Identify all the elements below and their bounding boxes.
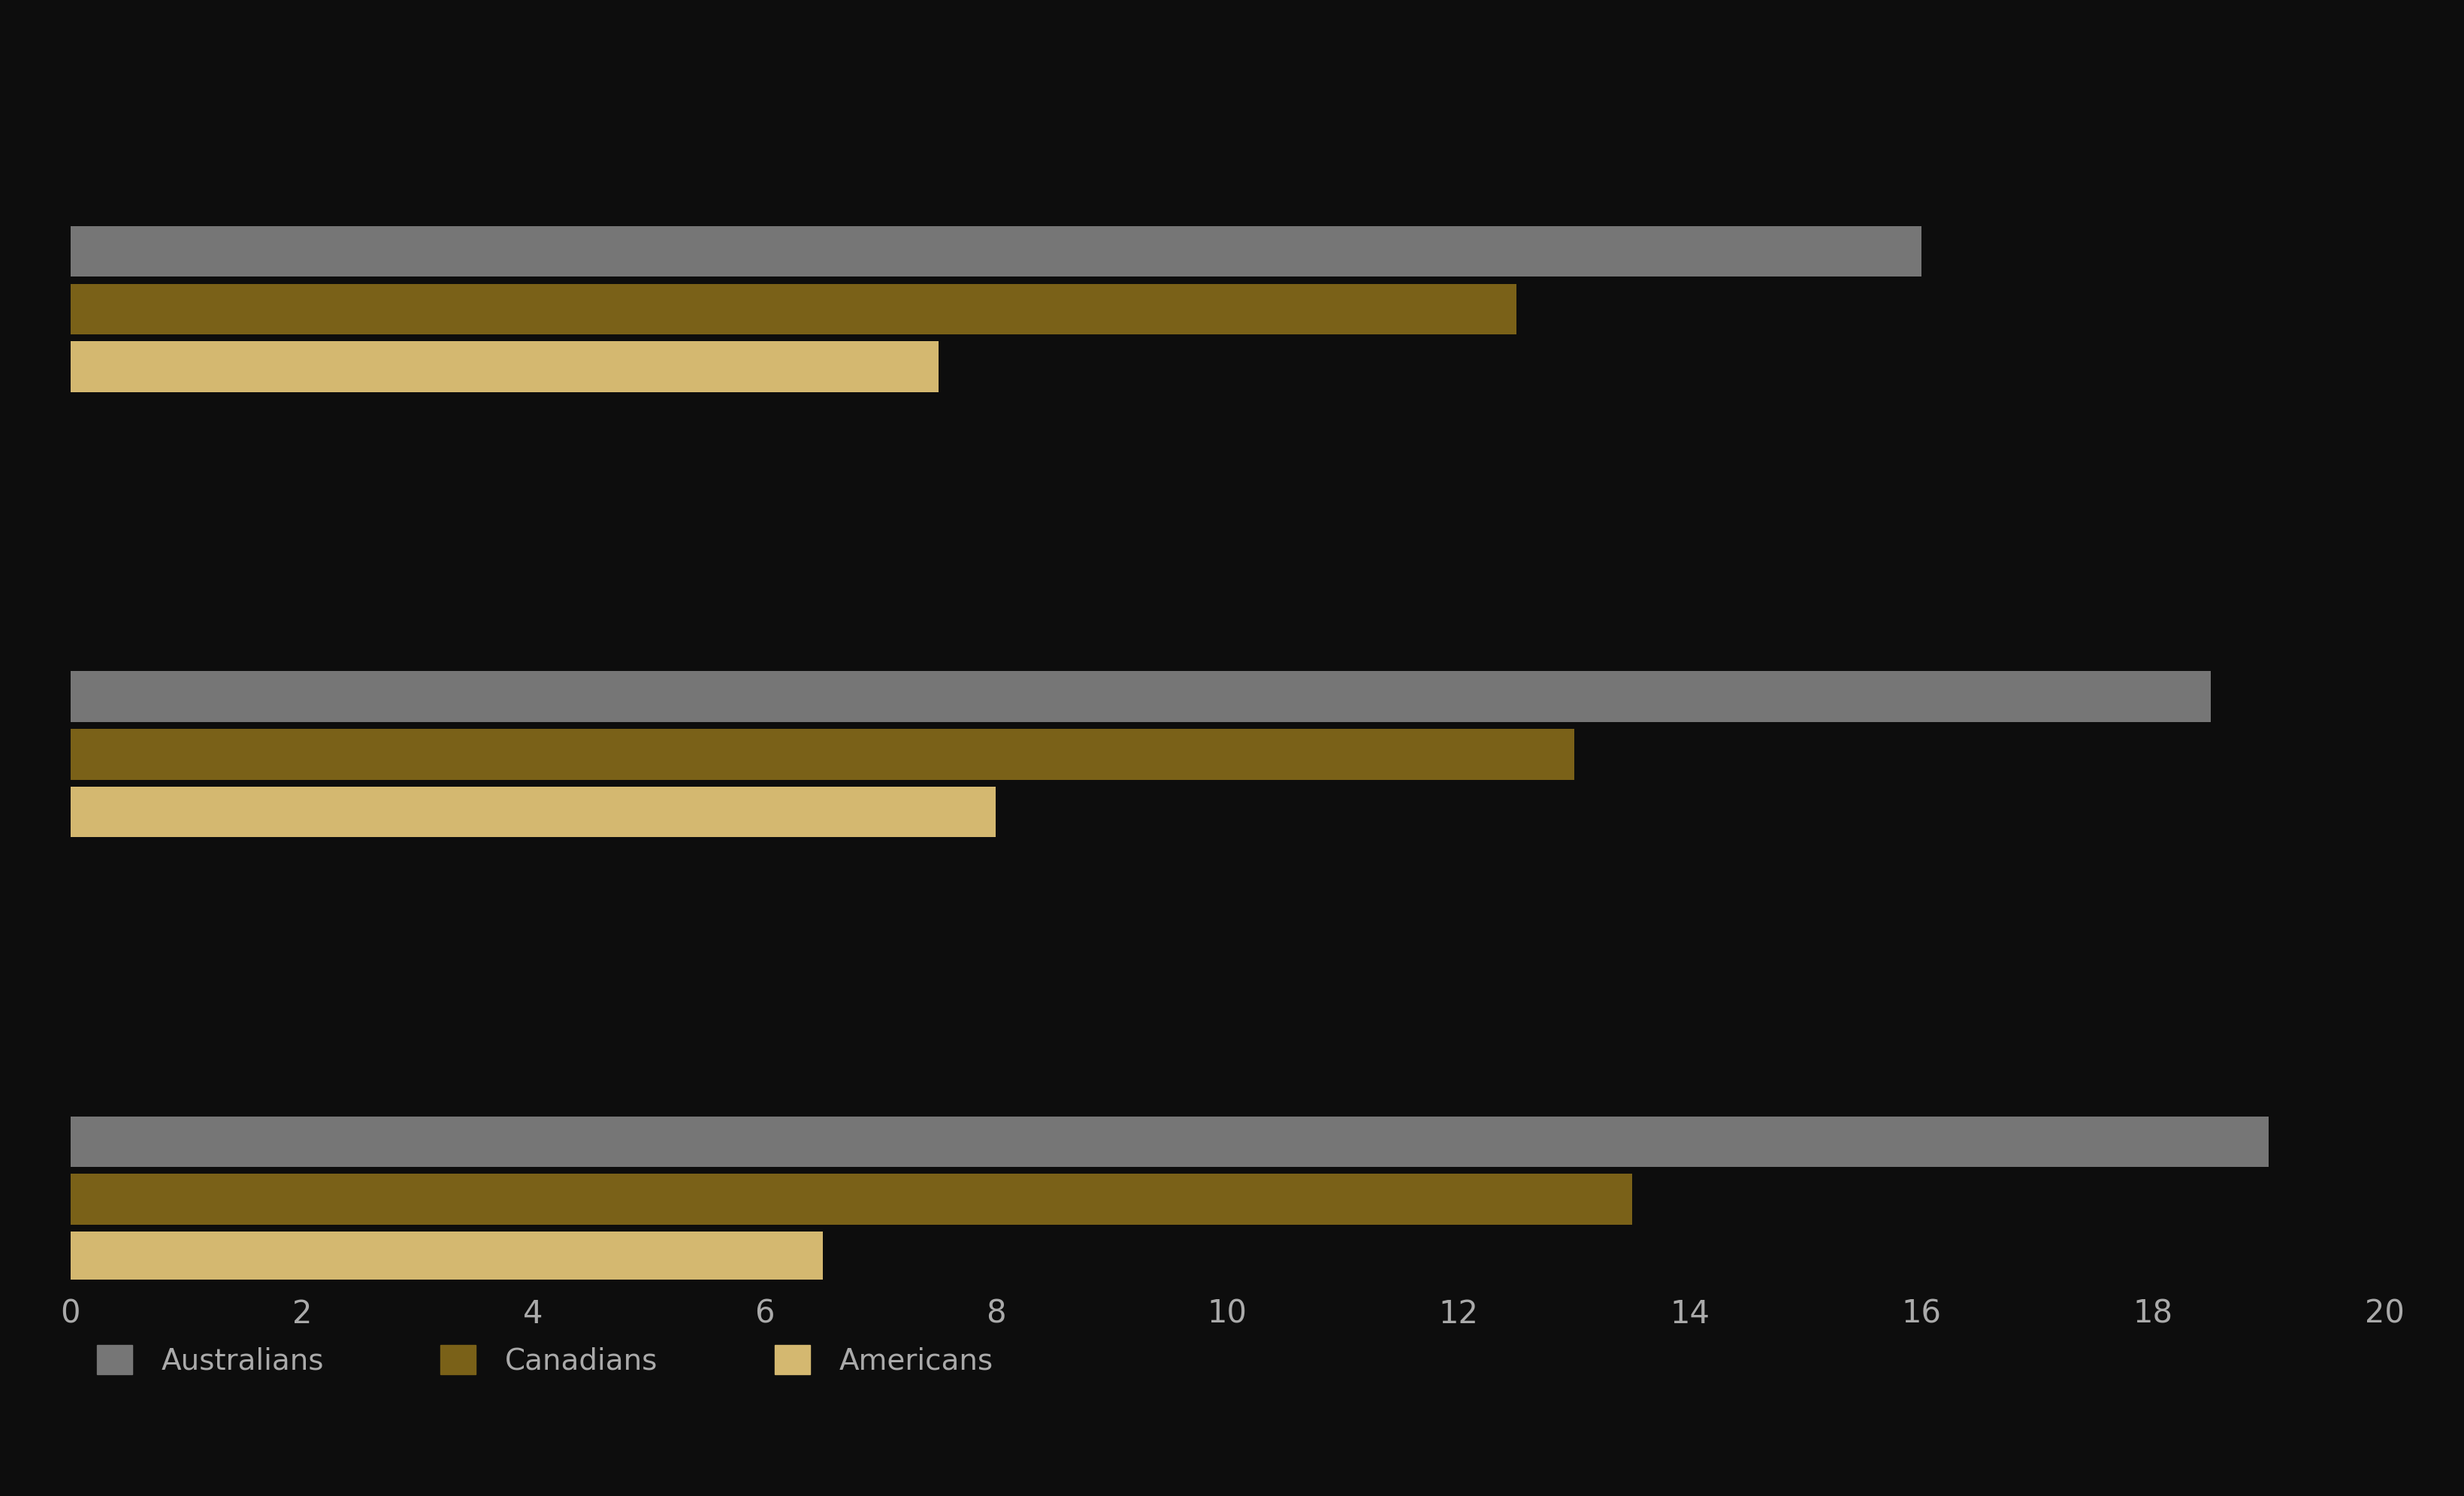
Bar [71,284,1515,335]
Bar [71,1231,823,1282]
Bar [71,672,2210,723]
Bar [71,226,1922,277]
Bar [71,341,939,392]
Bar [71,1116,2267,1167]
Bar [71,787,995,838]
Legend: Australians, Canadians, Americans: Australians, Canadians, Americans [86,1333,1005,1387]
Bar [71,1174,1631,1225]
Bar [71,729,1574,779]
